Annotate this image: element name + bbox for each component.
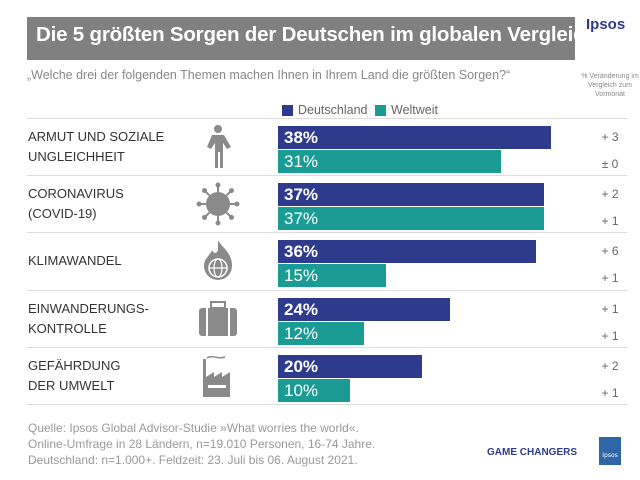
title-bar: [27, 17, 575, 60]
source-line: Online-Umfrage in 28 Ländern, n=19.010 P…: [28, 437, 376, 451]
data-label: 15%: [284, 266, 319, 286]
data-label: 10%: [284, 380, 319, 400]
row-separator: [27, 404, 627, 405]
data-label: 36%: [284, 242, 319, 262]
data-label: 37%: [284, 185, 319, 205]
category-label-line: UNGLEICHHEIT: [28, 149, 125, 164]
row-separator: [27, 232, 627, 234]
bar-weltweit: 10%: [278, 378, 350, 402]
change-value: + 1: [601, 271, 619, 286]
legend-deutschland: Deutschland: [282, 103, 368, 117]
category-label-line: KONTROLLE: [28, 320, 107, 336]
category-label: EINWANDERUNGS- KONTROLLE: [28, 299, 149, 339]
legend-swatch: [375, 104, 386, 116]
category-label-line: DER UMWELT: [28, 377, 115, 393]
change-value: + 1: [601, 385, 619, 400]
burning-globe-icon: [195, 238, 241, 284]
category-label: GEFÄHRDUNG DER UMWELT: [28, 356, 120, 396]
row-separator: [27, 175, 627, 177]
ipsos-logo: Ipsos: [599, 437, 621, 465]
change-value: + 3: [601, 130, 619, 144]
legend-label: Deutschland: [298, 103, 368, 117]
change-value: + 6: [601, 244, 619, 259]
source-note: Quelle: Ipsos Global Advisor-Studie »Wha…: [28, 420, 375, 468]
category-label: KLIMAWANDEL: [28, 251, 122, 271]
change-header: % Veränderung im Vergleich zum Vormonat: [581, 73, 639, 98]
chart-title: Die 5 größten Sorgen der Deutschen im gl…: [36, 23, 597, 46]
row-separator: [27, 289, 627, 291]
legend-weltweit: Weltweit: [375, 103, 438, 117]
virus-icon: [195, 181, 241, 227]
bar-deutschland: 24%: [278, 297, 451, 321]
category-label-line: KLIMAWANDEL: [28, 253, 122, 269]
data-label: 24%: [284, 299, 319, 319]
bar-weltweit: 37%: [278, 207, 544, 231]
change-value: + 2: [601, 187, 619, 202]
data-label: 12%: [284, 323, 319, 343]
data-label: 20%: [284, 356, 319, 376]
category-label-line: ARMUT UND SOZIALE: [28, 129, 165, 144]
change-value: + 2: [601, 358, 619, 373]
person-empty-pockets-icon: [195, 124, 241, 170]
source-line: Deutschland: n=1.000+. Feldzeit: 23. Jul…: [28, 453, 358, 467]
legend-swatch: [282, 104, 293, 116]
bar-deutschland: 38%: [278, 126, 551, 149]
bar-deutschland: 37%: [278, 183, 544, 207]
brand-logo: Ipsos: [586, 16, 626, 33]
suitcase-icon: [195, 296, 241, 342]
change-value: ± 0: [601, 157, 619, 171]
bar-weltweit: 15%: [278, 264, 386, 288]
change-value: + 1: [601, 214, 619, 229]
bar-weltweit: 31%: [278, 150, 501, 173]
category-label-line: (COVID-19): [28, 206, 97, 222]
category-label-line: EINWANDERUNGS-: [28, 300, 149, 316]
category-label-line: CORONAVIRUS: [28, 186, 124, 202]
bar-deutschland: 36%: [278, 240, 537, 264]
change-value: + 1: [601, 328, 619, 343]
data-label: 31%: [284, 152, 319, 171]
survey-question: „Welche drei der folgenden Themen machen…: [27, 68, 511, 82]
category-label: CORONAVIRUS (COVID-19): [28, 184, 124, 224]
source-line: Quelle: Ipsos Global Advisor-Studie »Wha…: [28, 421, 359, 435]
row-separator: [27, 118, 627, 119]
data-label: 37%: [284, 209, 319, 229]
bar-weltweit: 12%: [278, 321, 365, 345]
category-label: ARMUT UND SOZIALE UNGLEICHHEIT: [28, 127, 164, 167]
data-label: 38%: [284, 128, 319, 147]
tagline: GAME CHANGERS: [487, 447, 578, 458]
factory-icon: [195, 353, 241, 399]
row-separator: [27, 346, 627, 348]
legend-label: Weltweit: [391, 103, 439, 117]
bar-deutschland: 20%: [278, 354, 422, 378]
category-label-line: GEFÄHRDUNG: [28, 357, 121, 373]
change-value: + 1: [601, 301, 619, 316]
